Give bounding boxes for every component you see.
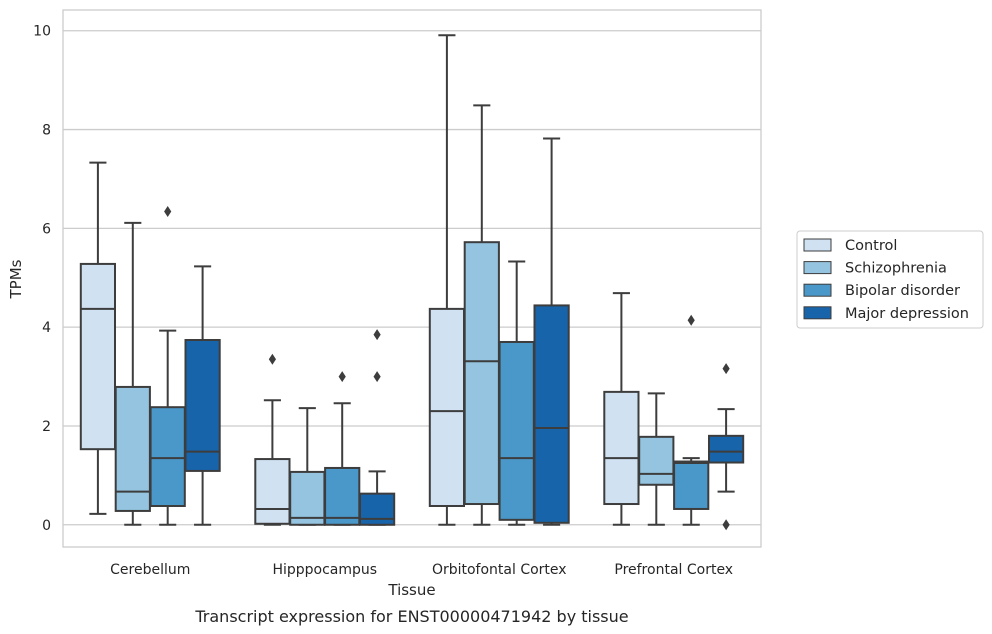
legend-frame	[796, 230, 984, 329]
box-control-hipppocampus	[254, 353, 291, 526]
box-major-depression-prefrontal-cortex	[707, 363, 745, 531]
legend-label: Schizophrenia	[845, 261, 947, 277]
box-iqr	[184, 339, 221, 472]
box-iqr	[533, 304, 570, 524]
legend: Control Schizophrenia Bipolar disorder Majo…	[796, 230, 984, 329]
box-major-depression-hipppocampus	[358, 329, 396, 526]
legend-item-bipolar-disorder: Bipolar disorder	[803, 283, 960, 299]
outlier-point	[338, 371, 346, 383]
box-bipolar-disorder-hipppocampus	[324, 371, 361, 526]
box-plots	[79, 34, 745, 531]
y-tick-label: 2	[42, 419, 51, 435]
x-tick-label: Prefrontal Cortex	[614, 562, 733, 578]
outlier-point	[722, 363, 730, 375]
y-tick-labels: 0 2 4 6 8 10	[33, 24, 51, 534]
x-tick-label: Cerebellum	[110, 562, 190, 578]
box-iqr	[707, 434, 745, 464]
x-axis-label: Tissue	[387, 581, 435, 599]
box-schizophrenia-hipppocampus	[289, 407, 326, 526]
figure-caption: Transcript expression for ENST0000047194…	[194, 607, 628, 626]
legend-item-control: Control	[803, 238, 897, 254]
box-iqr	[358, 492, 396, 526]
y-tick-label: 8	[42, 123, 51, 139]
box-iqr	[289, 470, 326, 526]
box-iqr	[428, 307, 466, 507]
y-tick-label: 0	[42, 518, 51, 534]
box-bipolar-disorder-cerebellum	[149, 206, 186, 526]
outlier-point	[722, 519, 730, 531]
x-tick-label: Orbitofontal Cortex	[432, 562, 567, 578]
box-iqr	[463, 241, 500, 506]
legend-swatch	[803, 261, 832, 275]
outlier-point	[373, 371, 381, 383]
legend-label: Bipolar disorder	[845, 283, 960, 299]
box-bipolar-disorder-prefrontal-cortex	[673, 314, 710, 526]
y-tick-label: 6	[42, 221, 51, 237]
box-iqr	[149, 406, 186, 507]
box-iqr	[324, 466, 361, 526]
box-iqr	[673, 460, 710, 510]
outlier-point	[687, 314, 695, 326]
y-tick-label: 10	[33, 24, 51, 40]
y-axis-label: TPMs	[7, 259, 25, 299]
box-major-depression-orbitofontal-cortex	[533, 137, 570, 526]
outlier-point	[373, 329, 381, 341]
box-control-cerebellum	[79, 161, 117, 515]
box-bipolar-disorder-orbitofontal-cortex	[498, 260, 535, 526]
box-schizophrenia-orbitofontal-cortex	[463, 104, 500, 526]
plot-area	[62, 9, 762, 548]
x-tick-labels: Cerebellum Hipppocampus Orbitofontal Corte…	[110, 562, 733, 578]
box-major-depression-cerebellum	[184, 265, 221, 526]
box-iqr	[603, 390, 640, 506]
box-control-orbitofontal-cortex	[428, 34, 466, 526]
legend-swatch	[803, 238, 832, 252]
box-iqr	[638, 435, 675, 486]
box-iqr	[254, 458, 291, 525]
box-schizophrenia-cerebellum	[114, 221, 151, 526]
outlier-point	[268, 353, 276, 365]
legend-label: Control	[845, 238, 897, 254]
y-tick-label: 4	[42, 320, 51, 336]
box-control-prefrontal-cortex	[603, 292, 640, 526]
legend-swatch	[803, 306, 832, 320]
box-iqr	[79, 262, 117, 451]
box-iqr	[498, 340, 535, 521]
box-schizophrenia-prefrontal-cortex	[638, 392, 675, 526]
legend-label: Major depression	[845, 306, 969, 322]
legend-item-major-depression: Major depression	[803, 306, 969, 322]
x-tick-label: Hipppocampus	[272, 562, 377, 578]
legend-swatch	[803, 283, 832, 297]
legend-item-schizophrenia: Schizophrenia	[803, 261, 947, 277]
outlier-point	[164, 206, 172, 218]
